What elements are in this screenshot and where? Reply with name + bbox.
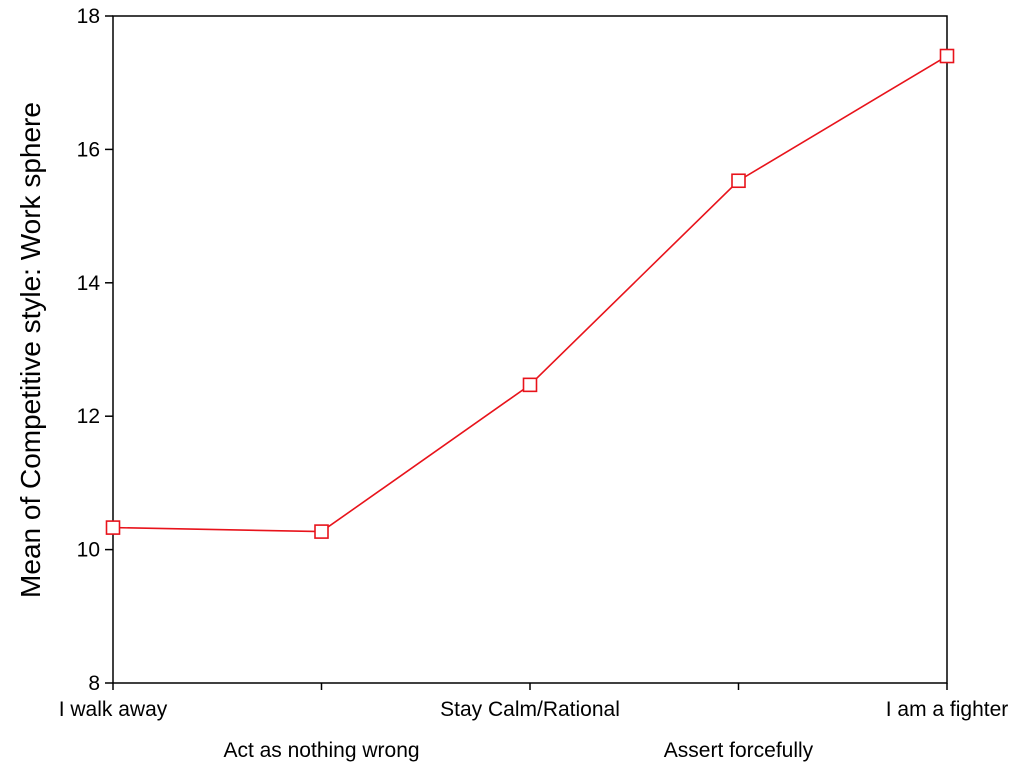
- y-axis: 8 10 12 14 16 18: [77, 5, 113, 695]
- y-tick-label: 16: [77, 138, 100, 161]
- data-point-marker: [314, 524, 329, 539]
- y-tick-label: 8: [88, 672, 100, 695]
- series-layer: [105, 48, 955, 539]
- x-tick-label: I walk away: [59, 698, 168, 721]
- data-point-marker: [522, 377, 538, 393]
- plot-frame: [112, 15, 948, 684]
- y-tick-label: 18: [77, 5, 100, 28]
- x-tick-label: Act as nothing wrong: [223, 739, 419, 762]
- x-tick-label: I am a fighter: [886, 698, 1009, 721]
- x-tick-label: Assert forcefully: [664, 739, 814, 762]
- data-point-marker: [105, 520, 121, 535]
- x-tick-label: Stay Calm/Rational: [440, 698, 620, 721]
- series-line: [112, 55, 948, 533]
- data-point-marker: [939, 48, 955, 64]
- data-point-marker: [731, 173, 746, 189]
- y-tick-label: 12: [77, 405, 100, 428]
- y-axis-title: Mean of Competitive style: Work sphere: [15, 102, 46, 598]
- y-tick-label: 14: [77, 272, 101, 295]
- y-tick-label: 10: [77, 539, 100, 562]
- x-axis: I walk away Act as nothing wrong Stay Calm…: [59, 683, 1009, 762]
